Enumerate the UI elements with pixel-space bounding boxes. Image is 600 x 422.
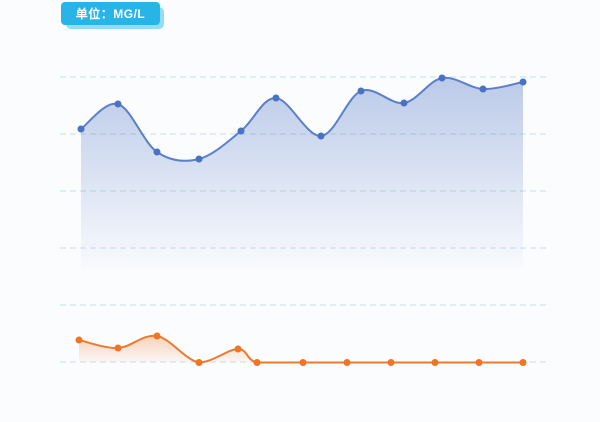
unit-badge-label: 单位：MG/L [61, 2, 160, 25]
lower-series-marker[interactable] [75, 336, 83, 344]
lower-series-marker[interactable] [253, 359, 261, 366]
upper-series [77, 74, 527, 268]
upper-series-marker[interactable] [479, 85, 487, 93]
upper-series-marker[interactable] [153, 148, 161, 156]
upper-series-marker[interactable] [519, 78, 527, 86]
upper-series-marker[interactable] [400, 99, 408, 107]
upper-series-area [81, 77, 523, 268]
upper-series-marker[interactable] [438, 74, 446, 82]
lower-series-area [79, 335, 523, 363]
lower-series-marker[interactable] [343, 359, 351, 366]
upper-series-marker[interactable] [114, 100, 122, 108]
lower-series-marker[interactable] [234, 345, 242, 353]
upper-series-marker[interactable] [237, 127, 245, 135]
upper-series-marker[interactable] [195, 155, 203, 163]
lower-series-marker[interactable] [431, 359, 439, 366]
upper-series-marker[interactable] [357, 87, 365, 95]
lower-series-marker[interactable] [475, 359, 483, 366]
lower-series-marker[interactable] [195, 359, 203, 366]
lower-series-marker[interactable] [153, 332, 161, 340]
lower-series-marker[interactable] [387, 359, 395, 366]
lower-series-marker[interactable] [299, 359, 307, 366]
upper-series-marker[interactable] [77, 125, 85, 133]
lower-series-marker[interactable] [519, 359, 527, 366]
upper-series-marker[interactable] [317, 132, 325, 140]
unit-badge: 单位：MG/L [61, 2, 164, 29]
lower-series-marker[interactable] [114, 344, 122, 352]
upper-series-marker[interactable] [272, 94, 280, 102]
lower-series [75, 332, 527, 366]
